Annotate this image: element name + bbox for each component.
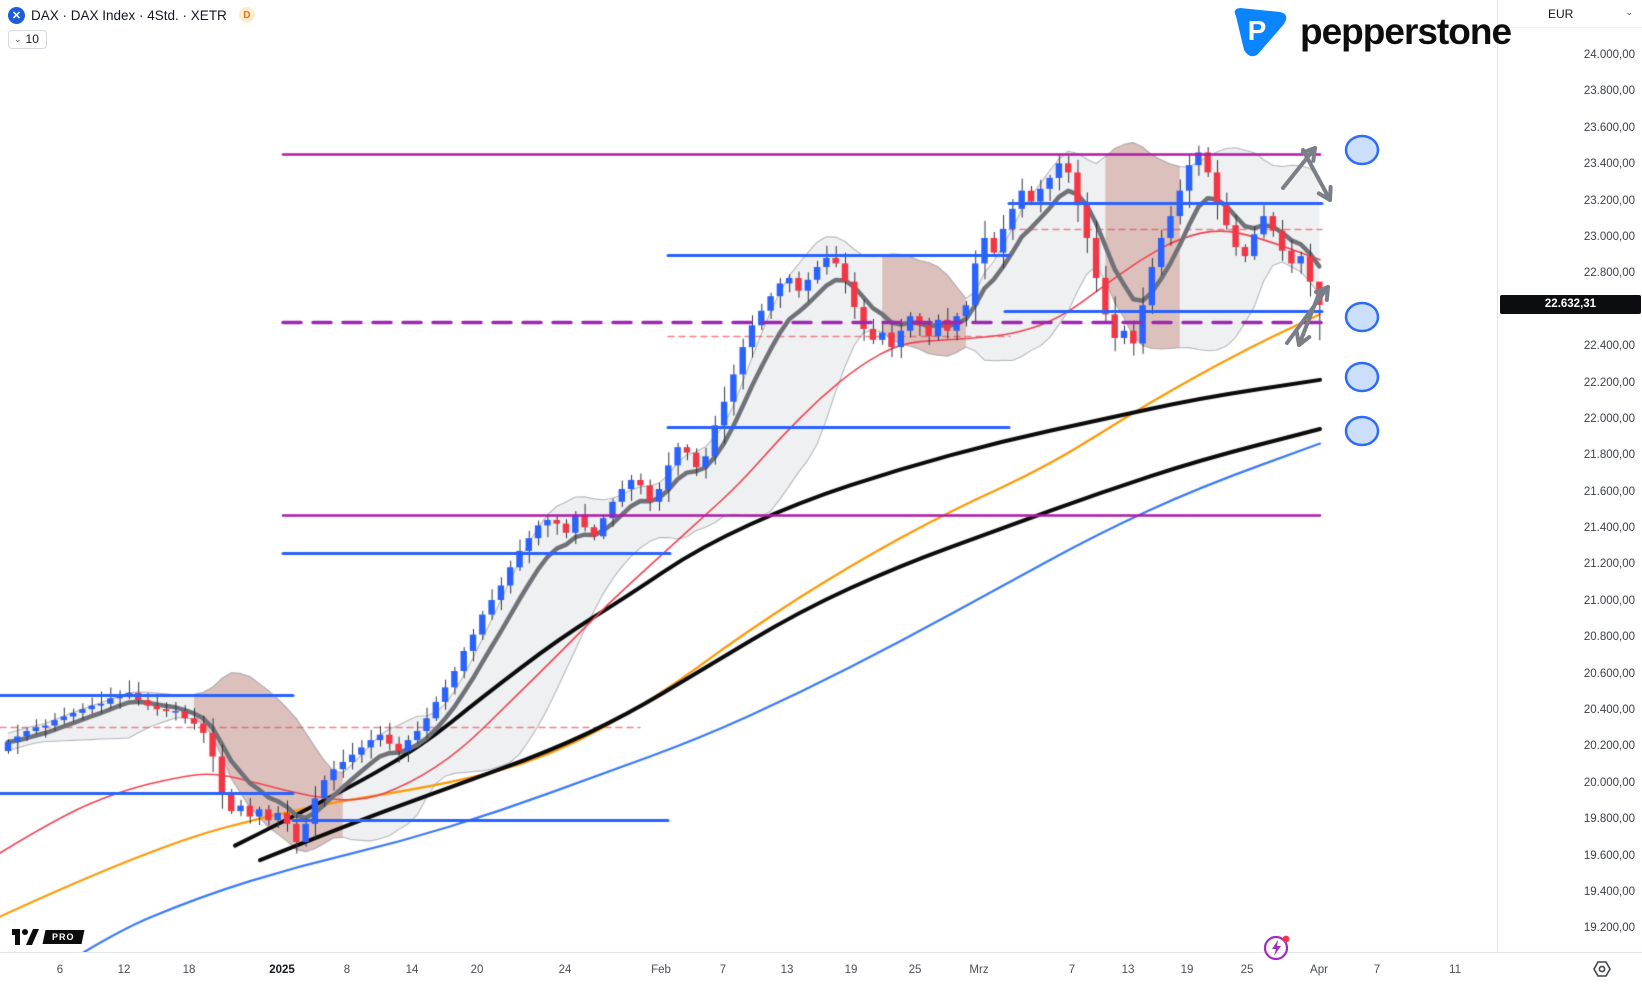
price-tick-label: 22.800,00: [1583, 267, 1635, 280]
time-tick-label: 7: [719, 964, 727, 976]
price-tick-label: 23.400,00: [1583, 158, 1635, 171]
price-tick-label: 23.000,00: [1583, 230, 1635, 243]
indicators-collapse-button[interactable]: ⌄ 10: [8, 30, 47, 49]
time-tick-label: 19: [1180, 964, 1194, 976]
price-axis[interactable]: EUR ⌄ 24.000,00 23.800,00 23.600,00 23.400,…: [1497, 0, 1642, 952]
price-tick-label: 20.400,00: [1583, 704, 1635, 717]
price-tick-label: 22.000,00: [1583, 412, 1635, 425]
time-tick-label: 6: [56, 964, 64, 976]
pro-badge: PRO: [42, 930, 85, 944]
market-buzz-icon[interactable]: [1262, 932, 1292, 962]
price-tick-label: 23.600,00: [1583, 121, 1635, 134]
chevron-down-icon: ⌄: [14, 33, 22, 44]
price-tick-label: 21.800,00: [1583, 449, 1635, 462]
price-tick-label: 20.600,00: [1583, 667, 1635, 680]
time-tick-label: 2025: [269, 964, 295, 976]
time-tick-label: 13: [1121, 964, 1135, 976]
price-tick-label: 23.200,00: [1583, 194, 1635, 207]
symbol-logo-icon[interactable]: ✕: [8, 6, 25, 24]
price-tick-label: 21.200,00: [1583, 558, 1635, 571]
time-tick-label: 24: [558, 964, 572, 976]
time-tick-label: 19: [844, 964, 858, 976]
time-tick-label: Feb: [651, 964, 671, 976]
price-tick-label: 20.800,00: [1583, 631, 1635, 644]
tradingview-icon: [12, 929, 39, 945]
tradingview-logo[interactable]: PRO: [12, 928, 85, 946]
gear-icon[interactable]: [1592, 959, 1612, 979]
indicators-count: 10: [25, 32, 39, 46]
time-tick-label: 25: [908, 964, 922, 976]
time-tick-label: 14: [405, 964, 419, 976]
currency-label: EUR: [1548, 7, 1574, 21]
price-tick-label: 24.000,00: [1583, 49, 1635, 61]
time-tick-label: 12: [117, 964, 131, 976]
time-tick-label: 8: [343, 964, 351, 976]
time-tick-label: 7: [1068, 964, 1076, 976]
time-tick-label: Mrz: [969, 964, 989, 976]
price-tick-label: 20.200,00: [1583, 740, 1635, 753]
price-tick-label: 19.200,00: [1583, 922, 1635, 935]
price-tick-label: 22.200,00: [1583, 376, 1635, 389]
chevron-down-icon: ⌄: [1625, 7, 1633, 17]
price-tick-label: 21.000,00: [1583, 594, 1635, 607]
price-tick-label: 23.800,00: [1583, 85, 1635, 98]
pepperstone-wordmark: pepperstone: [1300, 11, 1512, 52]
chart-header: ✕ DAX · DAX Index · 4Std. · XETR D ⌄ 10: [8, 5, 255, 49]
time-tick-label: 13: [780, 964, 794, 976]
last-price-label: 22.632,31: [1500, 295, 1641, 315]
currency-selector[interactable]: EUR ⌄: [1498, 0, 1642, 28]
price-tick-label: 22.400,00: [1583, 340, 1635, 353]
price-tick-label: 20.000,00: [1583, 776, 1635, 789]
price-tick-label: 19.800,00: [1583, 813, 1635, 826]
price-tick-label: 19.600,00: [1583, 849, 1635, 862]
time-tick-label: 7: [1373, 964, 1381, 976]
pepperstone-logo: P pepperstone: [1228, 6, 1512, 58]
price-tick-label: 21.600,00: [1583, 485, 1635, 498]
time-tick-label: Apr: [1310, 964, 1328, 976]
time-axis[interactable]: 6 12 18 2025 8 14 20 24 Feb 7 13 19 25 Mrz 7 13 19 25 Apr 7…: [0, 952, 1642, 988]
pepperstone-mark-icon: P: [1234, 8, 1287, 57]
time-tick-label: 18: [182, 964, 196, 976]
price-tick-label: 21.400,00: [1583, 522, 1635, 535]
session-badge: D: [238, 7, 255, 23]
time-tick-label: 11: [1449, 964, 1461, 976]
price-tick-label: 19.400,00: [1583, 885, 1635, 898]
svg-text:P: P: [1248, 15, 1267, 46]
time-tick-label: 20: [470, 964, 484, 976]
price-chart-canvas[interactable]: [0, 0, 1497, 952]
symbol-title[interactable]: DAX · DAX Index · 4Std. · XETR: [31, 7, 227, 23]
time-tick-label: 25: [1240, 964, 1254, 976]
